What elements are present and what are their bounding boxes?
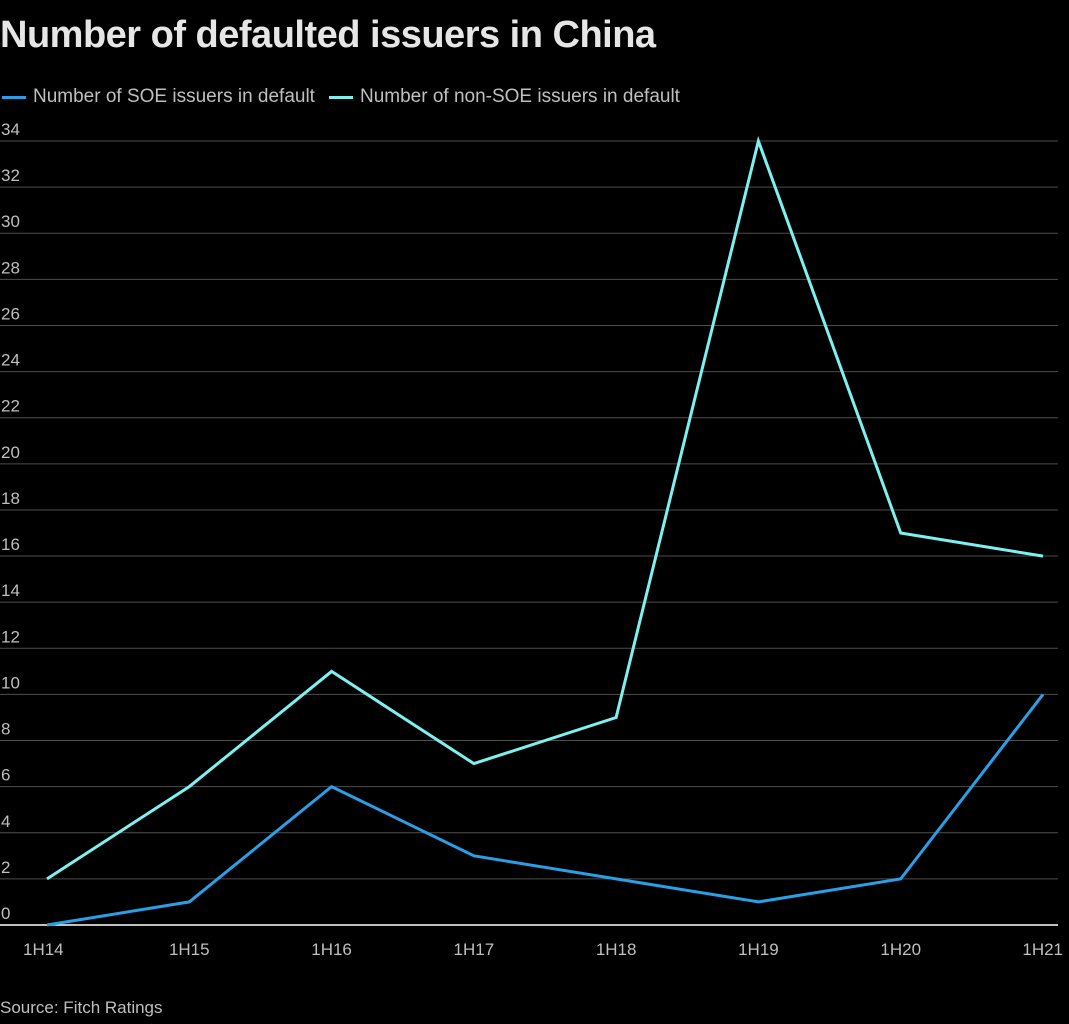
y-tick-label: 10 [1, 673, 20, 692]
y-tick-label: 2 [1, 858, 10, 877]
legend-item-non-soe: Number of non-SOE issuers in default [328, 86, 680, 108]
y-tick-label: 4 [1, 812, 10, 831]
series-line-soe [46, 693, 1045, 927]
legend: Number of SOE issuers in default Number … [2, 86, 694, 108]
legend-item-soe: Number of SOE issuers in default [2, 86, 315, 108]
x-tick-label: 1H19 [738, 940, 779, 959]
gridlines [0, 140, 1058, 926]
y-tick-label: 34 [1, 120, 20, 139]
x-tick-label: 1H16 [311, 940, 352, 959]
x-tick-label: 1H14 [23, 940, 64, 959]
y-tick-label: 14 [1, 581, 20, 600]
legend-swatch-non-soe [328, 95, 353, 99]
y-tick-label: 0 [1, 904, 10, 923]
y-tick-label: 8 [1, 720, 10, 739]
series-lines [46, 135, 1045, 927]
x-tick-label: 1H18 [596, 940, 637, 959]
source-note: Source: Fitch Ratings [0, 998, 163, 1017]
x-tick-label: 1H21 [1022, 940, 1063, 959]
y-tick-label: 6 [1, 766, 10, 785]
y-tick-label: 24 [1, 351, 20, 370]
legend-label-non-soe: Number of non-SOE issuers in default [359, 86, 680, 107]
y-tick-label: 12 [1, 627, 20, 646]
chart-title: Number of defaulted issuers in China [0, 14, 656, 56]
series-line-non-soe [46, 135, 1044, 881]
y-tick-label: 16 [1, 535, 20, 554]
x-tick-label: 1H20 [880, 940, 921, 959]
y-tick-label: 18 [1, 489, 20, 508]
y-tick-label: 22 [1, 397, 20, 416]
y-tick-label: 30 [1, 212, 20, 231]
y-tick-label: 32 [1, 166, 20, 185]
y-tick-label: 28 [1, 258, 20, 277]
y-tick-label: 26 [1, 304, 20, 323]
x-tick-label: 1H17 [454, 940, 495, 959]
x-tick-label: 1H15 [169, 940, 210, 959]
x-axis-ticks: 1H14 1H15 1H16 1H17 1H18 1H19 1H20 1H21 [23, 940, 1063, 959]
legend-swatch-soe [2, 95, 26, 99]
y-tick-label: 20 [1, 443, 20, 462]
legend-label-soe: Number of SOE issuers in default [33, 86, 315, 107]
